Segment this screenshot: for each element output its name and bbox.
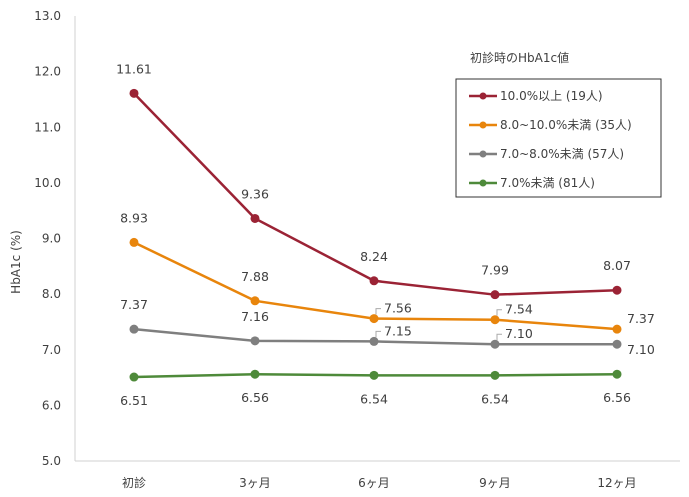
data-label: 7.37 xyxy=(627,311,655,326)
legend-label: 8.0~10.0%未満 (35人) xyxy=(500,118,632,132)
label-leader xyxy=(496,333,502,341)
data-label: 7.56 xyxy=(384,301,412,316)
data-label: 7.54 xyxy=(505,302,533,317)
data-point xyxy=(369,336,379,346)
legend: 初診時のHbA1c値 10.0%以上 (19人) 8.0~10.0%未満 (35人… xyxy=(455,50,662,198)
y-tick-label: 8.0 xyxy=(42,287,61,301)
data-label: 7.16 xyxy=(241,309,269,324)
legend-box xyxy=(455,78,662,198)
y-tick-label: 7.0 xyxy=(42,343,61,357)
data-point xyxy=(129,88,139,98)
x-tick-label: 12ヶ月 xyxy=(597,476,636,490)
legend-title: 初診時のHbA1c値 xyxy=(470,50,569,65)
legend-item: 10.0%以上 (19人) xyxy=(469,89,603,103)
data-point xyxy=(490,290,500,300)
legend-marker xyxy=(479,150,487,158)
data-point xyxy=(250,336,260,346)
x-tick-label: 9ヶ月 xyxy=(479,476,511,490)
data-point xyxy=(612,369,622,379)
data-label: 7.88 xyxy=(241,269,269,284)
data-point xyxy=(490,370,500,380)
data-label: 7.37 xyxy=(120,297,148,312)
data-point xyxy=(369,314,379,324)
y-axis-label: HbA1c (%) xyxy=(9,230,23,294)
data-point xyxy=(129,372,139,382)
axes: 5.0 6.0 7.0 8.0 9.0 10.0 11.0 12.0 13.0 初診 3ヶ月 6ヶ月 9… xyxy=(34,9,680,490)
data-point xyxy=(612,324,622,334)
series-line xyxy=(129,237,622,334)
y-tick-label: 5.0 xyxy=(42,454,61,468)
series-line xyxy=(129,369,622,382)
data-point xyxy=(369,370,379,380)
legend-label: 7.0%未満 (81人) xyxy=(500,176,595,190)
legend-marker xyxy=(479,121,487,129)
legend-label: 10.0%以上 (19人) xyxy=(500,89,603,103)
series-layer xyxy=(129,88,622,382)
data-point xyxy=(490,339,500,349)
data-point xyxy=(250,296,260,306)
data-point xyxy=(612,285,622,295)
legend-item: 8.0~10.0%未満 (35人) xyxy=(469,118,632,132)
data-label: 8.93 xyxy=(120,210,148,225)
data-label: 6.51 xyxy=(120,393,148,408)
series-line xyxy=(129,88,622,300)
data-point xyxy=(250,369,260,379)
legend-marker xyxy=(479,92,487,100)
data-label: 6.56 xyxy=(241,390,269,405)
data-label: 6.54 xyxy=(481,391,509,406)
label-leader xyxy=(375,330,381,338)
data-label: 7.10 xyxy=(505,326,533,341)
y-tick-label: 6.0 xyxy=(42,398,61,412)
data-label: 6.56 xyxy=(603,390,631,405)
data-point xyxy=(612,339,622,349)
data-labels: 11.61 9.36 8.24 7.99 8.07 8.93 7.88 7.56 7.54 7.3… xyxy=(116,61,655,408)
data-point xyxy=(129,237,139,247)
data-point xyxy=(250,213,260,223)
data-point xyxy=(490,315,500,325)
data-label: 6.54 xyxy=(360,391,388,406)
data-point xyxy=(129,324,139,334)
y-tick-label: 12.0 xyxy=(34,65,61,79)
x-tick-label: 6ヶ月 xyxy=(358,476,390,490)
y-tick-label: 11.0 xyxy=(34,120,61,134)
data-label: 8.07 xyxy=(603,258,631,273)
x-tick-label: 初診 xyxy=(122,475,146,490)
series-line xyxy=(129,324,622,349)
data-label: 7.15 xyxy=(384,323,412,338)
x-tick-label: 3ヶ月 xyxy=(239,476,271,490)
label-leader xyxy=(496,309,502,316)
legend-item: 7.0%未満 (81人) xyxy=(469,176,595,190)
y-tick-label: 9.0 xyxy=(42,232,61,246)
y-tick-label: 10.0 xyxy=(34,176,61,190)
legend-label: 7.0~8.0%未満 (57人) xyxy=(500,147,624,161)
data-label: 8.24 xyxy=(360,249,388,264)
label-leader xyxy=(375,308,381,315)
data-label: 9.36 xyxy=(241,186,269,201)
data-point xyxy=(369,276,379,286)
legend-marker xyxy=(479,179,487,187)
y-tick-label: 13.0 xyxy=(34,9,61,23)
data-label: 11.61 xyxy=(116,61,152,76)
data-label: 7.99 xyxy=(481,263,509,278)
legend-item: 7.0~8.0%未満 (57人) xyxy=(469,147,624,161)
data-label: 7.10 xyxy=(627,342,655,357)
